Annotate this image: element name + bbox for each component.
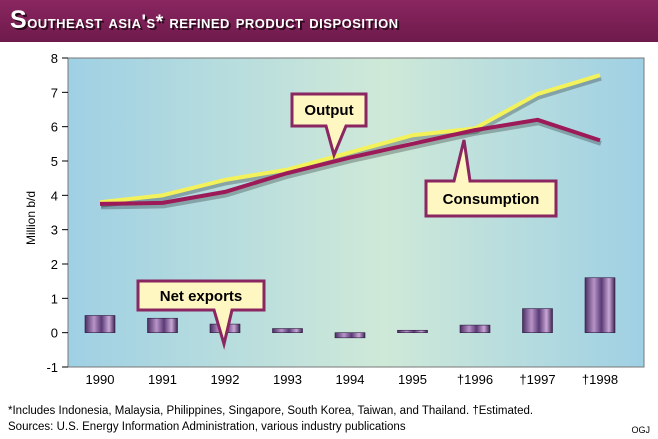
net-exports-bar — [272, 328, 303, 333]
x-tick-label: 1991 — [148, 372, 177, 387]
net-exports-bar — [584, 277, 616, 333]
x-tick-label: †1996 — [457, 372, 493, 387]
x-tick-label: 1990 — [86, 372, 115, 387]
y-tick-label: 0 — [51, 326, 58, 341]
y-tick-label: 8 — [51, 51, 58, 66]
x-axis-labels: 1990 1991 1992 1993 1994 1995 †1996 †1997 †1998 — [86, 372, 619, 387]
consumption-line-shadow — [100, 120, 602, 210]
y-tick-label: 1 — [51, 291, 58, 306]
output-callout-label: Output — [304, 102, 353, 119]
net-exports-bar — [459, 324, 491, 333]
y-tick-label: 2 — [51, 257, 58, 272]
net-exports-callout-shape — [136, 279, 266, 350]
consumption-callout: Consumption — [424, 139, 558, 218]
x-tick-label: 1995 — [398, 372, 427, 387]
title-first-letter: S — [10, 6, 28, 34]
x-tick-label: †1998 — [582, 372, 618, 387]
footnote: *Includes Indonesia, Malaysia, Philippin… — [8, 405, 534, 417]
x-tick-label: †1997 — [519, 372, 555, 387]
y-tick-label: 6 — [51, 120, 58, 135]
y-tick-label: 4 — [51, 188, 58, 203]
credit: OGJ — [631, 425, 650, 435]
lines — [99, 73, 602, 210]
output-callout: Output — [290, 92, 368, 160]
net-exports-bar — [84, 315, 116, 333]
chart-svg: -1 0 1 2 3 4 5 6 7 8 1990 1991 1992 1993 1994 1995 †199… — [24, 51, 645, 387]
y-axis-label: Million b/d — [24, 191, 38, 245]
y-axis: -1 0 1 2 3 4 5 6 7 8 — [46, 51, 68, 375]
net-exports-callout: Net exports — [136, 279, 266, 350]
chart-title: Southeast asia's* refined product dispos… — [10, 6, 399, 35]
x-tick-label: 1994 — [336, 372, 365, 387]
title-bar: Southeast asia's* refined product dispos… — [0, 0, 658, 42]
consumption-callout-label: Consumption — [443, 191, 540, 208]
net-exports-bars — [84, 277, 616, 339]
title-rest: outheast asia's* refined product disposi… — [27, 12, 399, 33]
output-callout-shape — [290, 92, 368, 160]
net-exports-callout-label: Net exports — [160, 288, 243, 305]
y-tick-label: 5 — [51, 154, 58, 169]
consumption-callout-shape — [424, 139, 558, 218]
x-tick-label: 1993 — [273, 372, 302, 387]
y-tick-label: 3 — [51, 223, 58, 238]
net-exports-bar — [522, 308, 553, 333]
net-exports-bar — [147, 317, 178, 333]
y-tick-label: -1 — [46, 360, 58, 375]
net-exports-bar — [397, 329, 428, 333]
x-tick-label: 1992 — [211, 372, 240, 387]
source-note: Sources: U.S. Energy Information Adminis… — [8, 421, 406, 433]
y-tick-label: 7 — [51, 85, 58, 100]
net-exports-bar — [334, 332, 366, 339]
